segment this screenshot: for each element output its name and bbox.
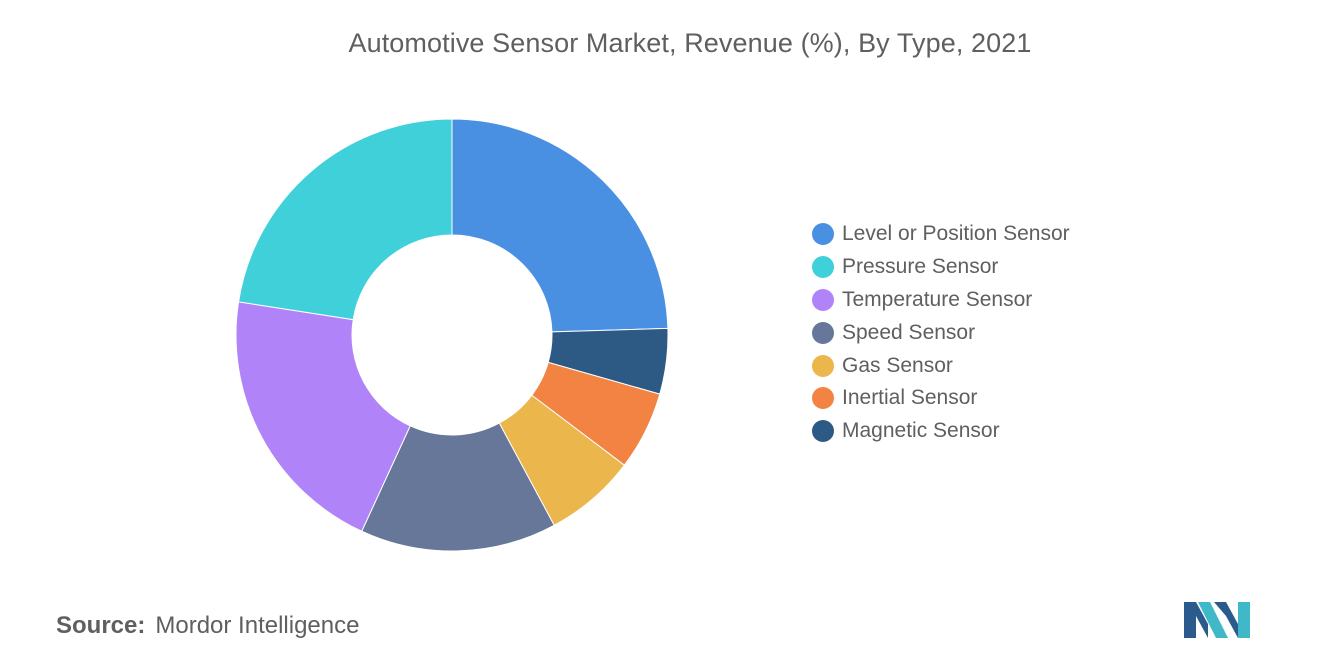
legend-item-gas-sensor: Gas Sensor [812,349,1070,382]
legend-swatch-temperature-sensor [812,288,834,311]
legend-item-temperature-sensor: Temperature Sensor [812,284,1070,317]
slice-level-or-position-sensor [451,118,669,333]
source-label: Source: [56,612,146,639]
legend-swatch-level-or-position-sensor [812,223,834,246]
chart-title: Automotive Sensor Market, Revenue (%), B… [348,28,1032,58]
legend-label-temperature-sensor: Temperature Sensor [842,287,1033,311]
legend-swatch-gas-sensor [812,354,834,377]
slice-pressure-sensor [237,118,453,321]
slice-speed-sensor [361,422,555,552]
mordor-intelligence-logo-icon [1184,602,1250,638]
legend-label-speed-sensor: Speed Sensor [842,320,976,344]
chart-legend: Level or Position Sensor Pressure Sensor T… [812,218,1070,448]
slice-temperature-sensor [235,301,411,532]
legend-swatch-inertial-sensor [812,387,834,410]
source-note: Source: Mordor Intelligence [56,612,359,640]
legend-swatch-magnetic-sensor [812,420,834,443]
legend-item-level-or-position-sensor: Level or Position Sensor [812,218,1070,251]
legend-label-gas-sensor: Gas Sensor [842,353,953,377]
legend-label-magnetic-sensor: Magnetic Sensor [842,419,1000,443]
legend-item-magnetic-sensor: Magnetic Sensor [812,415,1070,448]
legend-item-speed-sensor: Speed Sensor [812,316,1070,349]
legend-swatch-pressure-sensor [812,256,834,279]
legend-swatch-speed-sensor [812,321,834,344]
legend-item-pressure-sensor: Pressure Sensor [812,251,1070,284]
source-text: Mordor Intelligence [155,612,360,639]
legend-label-pressure-sensor: Pressure Sensor [842,255,999,279]
legend-label-inertial-sensor: Inertial Sensor [842,386,978,410]
legend-label-level-or-position-sensor: Level or Position Sensor [842,222,1070,246]
legend-item-inertial-sensor: Inertial Sensor [812,382,1070,415]
